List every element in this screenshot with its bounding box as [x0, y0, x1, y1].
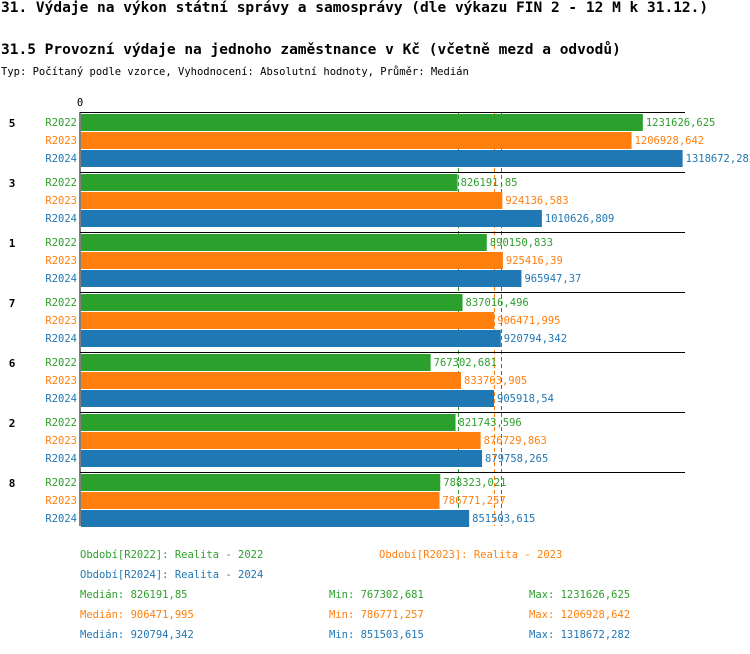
series-label: R2024: [45, 393, 77, 405]
stat-max-r2023: Max: 1206928,642: [529, 609, 631, 621]
data-label: 1318672,282: [686, 153, 750, 165]
data-label: 821743,596: [459, 417, 522, 429]
series-label: R2023: [45, 495, 77, 507]
series-label: R2024: [45, 153, 77, 165]
series-label: R2024: [45, 333, 77, 345]
data-label: 879758,265: [485, 453, 548, 465]
bar: [81, 354, 431, 371]
bar: [81, 210, 542, 227]
data-label: 925416,39: [506, 255, 563, 267]
data-label: 1231626,625: [646, 117, 716, 129]
series-label: R2022: [45, 297, 77, 309]
page-title: 31. Výdaje na výkon státní správy a samo…: [1, 0, 709, 16]
data-label: 788323,021: [443, 477, 506, 489]
chart-title: 31.5 Provozní výdaje na jednoho zaměstna…: [1, 42, 621, 58]
bar: [81, 330, 501, 347]
data-label: 890150,833: [490, 237, 553, 249]
stat-min-r2022: Min: 767302,681: [329, 589, 424, 601]
bar: [81, 450, 483, 467]
series-label: R2022: [45, 237, 77, 249]
bar: [81, 312, 495, 329]
stat-median-r2024: Medián: 920794,342: [80, 629, 194, 641]
series-label: R2022: [45, 357, 77, 369]
stat-median-r2022: Medián: 826191,85: [80, 589, 188, 601]
series-label: R2023: [45, 375, 77, 387]
data-label: 1206928,642: [635, 135, 705, 147]
bar: [81, 234, 487, 251]
data-label: 920794,342: [504, 333, 567, 345]
legend-period-r2023: Období[R2023]: Realita - 2023: [379, 549, 563, 561]
data-label: 876729,863: [484, 435, 547, 447]
bar: [81, 510, 470, 527]
data-label: 767302,681: [434, 357, 497, 369]
data-label: 906471,995: [497, 315, 560, 327]
bar: [81, 390, 495, 407]
data-label: 965947,37: [524, 273, 581, 285]
series-label: R2023: [45, 135, 77, 147]
category-label: 2: [9, 417, 16, 430]
legend-period-r2022: Období[R2022]: Realita - 2022: [80, 549, 264, 561]
stat-median-r2023: Medián: 906471,995: [80, 609, 194, 621]
data-label: 826191,85: [461, 177, 518, 189]
series-label: R2023: [45, 195, 77, 207]
series-label: R2022: [45, 417, 77, 429]
data-label: 905918,54: [497, 393, 554, 405]
category-label: 5: [9, 117, 16, 130]
bar: [81, 294, 463, 311]
bar: [81, 192, 503, 209]
bar: [81, 252, 503, 269]
bar: [81, 174, 458, 191]
series-label: R2024: [45, 213, 77, 225]
data-label: 851503,615: [472, 513, 535, 525]
bar: [81, 150, 683, 167]
data-label: 1010626,809: [545, 213, 615, 225]
bar: [81, 372, 462, 389]
stat-min-r2024: Min: 851503,615: [329, 629, 424, 641]
legend-period-r2024: Období[R2024]: Realita - 2024: [80, 569, 264, 581]
series-label: R2024: [45, 273, 77, 285]
series-label: R2024: [45, 453, 77, 465]
category-label: 1: [9, 237, 16, 250]
category-label: 7: [9, 297, 16, 310]
series-label: R2022: [45, 477, 77, 489]
series-label: R2023: [45, 255, 77, 267]
data-label: 924136,583: [505, 195, 568, 207]
bar: [81, 114, 643, 131]
stat-min-r2023: Min: 786771,257: [329, 609, 424, 621]
series-label: R2024: [45, 513, 77, 525]
series-label: R2023: [45, 315, 77, 327]
data-label: 786771,257: [443, 495, 506, 507]
bar: [81, 432, 481, 449]
data-label: 837016,496: [466, 297, 529, 309]
series-label: R2022: [45, 117, 77, 129]
category-label: 3: [9, 177, 16, 190]
series-label: R2023: [45, 435, 77, 447]
series-label: R2022: [45, 177, 77, 189]
x-axis-zero-label: 0: [77, 97, 83, 109]
category-label: 8: [9, 477, 16, 490]
data-label: 833763,905: [464, 375, 527, 387]
bar: [81, 474, 441, 491]
stat-max-r2024: Max: 1318672,282: [529, 629, 631, 641]
bar: [81, 132, 632, 149]
chart-type-description: Typ: Počítaný podle vzorce, Vyhodnocení:…: [1, 66, 469, 78]
bar: [81, 270, 522, 287]
bar: [81, 492, 440, 509]
stat-max-r2022: Max: 1231626,625: [529, 589, 631, 601]
bar: [81, 414, 456, 431]
category-label: 6: [9, 357, 16, 370]
